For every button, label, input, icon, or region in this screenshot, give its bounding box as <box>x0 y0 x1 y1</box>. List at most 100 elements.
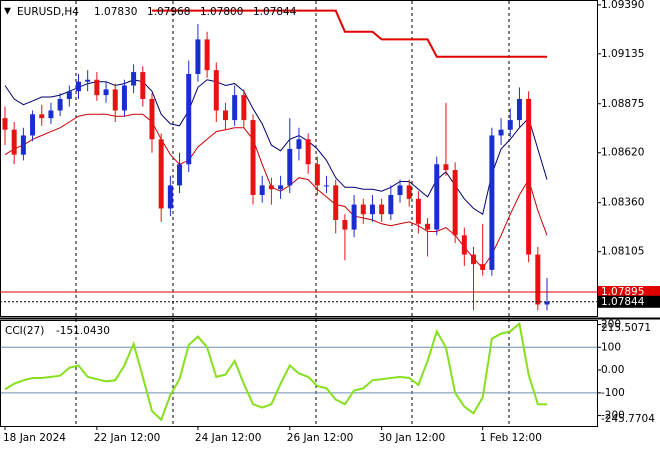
candle-body <box>177 164 183 186</box>
price-tag-label: 1.07895 <box>601 286 644 298</box>
symbol: EURUSD,H4 <box>17 6 79 18</box>
candle-body <box>333 185 339 220</box>
candle-body <box>516 98 522 121</box>
price-tag <box>598 295 660 308</box>
low-price: 1.07800 <box>200 6 243 18</box>
candle-body <box>149 98 155 140</box>
x-tick-label: 24 Jan 12:00 <box>195 432 261 444</box>
candle-body <box>443 164 449 171</box>
candle-body <box>103 89 109 96</box>
x-tick-label: 1 Feb 12:00 <box>480 432 542 444</box>
indicator-value: -151.0430 <box>56 325 110 337</box>
candle-body <box>94 79 100 96</box>
candle-body <box>167 185 173 209</box>
y-tick-label: 1.09390 <box>601 0 644 11</box>
candle-body <box>75 81 81 92</box>
y-tick-label: -100 <box>601 387 625 399</box>
y-tick-label: 1.09135 <box>601 48 644 60</box>
axis-max-label: 215.5071 <box>601 322 651 334</box>
candle-body <box>250 120 256 195</box>
x-tick-label: 26 Jan 12:00 <box>287 432 353 444</box>
candle-body <box>232 95 238 121</box>
indicator-line <box>4 321 548 422</box>
candle-body <box>158 139 164 209</box>
candle-body <box>287 148 293 186</box>
indicator-header: CCI(27) -151.0430 <box>5 325 110 337</box>
candle-body <box>544 301 550 305</box>
candle-body <box>112 89 118 111</box>
candle-body <box>121 85 127 111</box>
candle-body <box>379 204 385 215</box>
candle-body <box>498 129 504 136</box>
candle-body <box>305 139 311 165</box>
candle-body <box>452 170 458 236</box>
indicator-title: CCI(27) <box>5 325 44 337</box>
candle-body <box>388 194 394 215</box>
candle-body <box>351 204 357 230</box>
candle-body <box>186 73 192 165</box>
candle-body <box>20 135 26 155</box>
candle-body <box>296 139 302 149</box>
close-price: 1.07844 <box>253 6 297 18</box>
candle-body <box>434 164 440 230</box>
main-frame <box>0 0 598 317</box>
y-tick-label: 100 <box>601 341 621 353</box>
candle-body <box>471 254 477 265</box>
candle-body <box>11 129 17 155</box>
axis-min-label: -245.7704 <box>601 413 655 425</box>
candle-body <box>268 185 274 190</box>
candle-body <box>39 114 45 119</box>
candle-body <box>278 185 284 190</box>
candle-body <box>2 118 8 130</box>
overlay-line <box>152 9 547 58</box>
candle-body <box>535 254 541 305</box>
candle-body <box>66 91 72 99</box>
x-tick-label: 30 Jan 12:00 <box>379 432 445 444</box>
indicator-frame <box>0 320 598 427</box>
overlay-line <box>4 113 548 269</box>
x-tick-label: 18 Jan 2024 <box>3 432 66 444</box>
open-price: 1.07830 <box>94 6 137 18</box>
y-tick-label: 200 <box>601 319 621 331</box>
candle-body <box>397 185 403 195</box>
candle-body <box>360 204 366 215</box>
chart-header: ▼ EURUSD,H4 1.07830 1.07968 1.07800 1.07… <box>4 6 297 18</box>
y-tick-label: 0.00 <box>601 364 624 376</box>
y-tick-label: 1.08875 <box>601 98 644 110</box>
candle-body <box>195 39 201 74</box>
candle-body <box>507 120 513 130</box>
candle-body <box>48 110 54 119</box>
candle-body <box>222 110 228 121</box>
candle-body <box>213 70 219 111</box>
candle-body <box>85 79 91 82</box>
candle-body <box>204 39 210 71</box>
x-tick-label: 22 Jan 12:00 <box>94 432 160 444</box>
y-tick-label: 1.08620 <box>601 147 644 159</box>
y-tick-label: 1.08360 <box>601 197 644 209</box>
candle-body <box>342 219 348 230</box>
candle-body <box>425 223 431 230</box>
candle-body <box>489 135 495 270</box>
candle-body <box>526 98 532 255</box>
candle-body <box>415 198 421 224</box>
candle-body <box>369 204 375 215</box>
candle-body <box>241 95 247 121</box>
price-tag-label: 1.07844 <box>601 296 645 308</box>
candle-body <box>131 72 137 86</box>
y-tick-label: -200 <box>601 410 625 422</box>
candle-body <box>480 264 486 270</box>
candle-body <box>406 185 412 199</box>
candle-body <box>314 164 320 186</box>
plot <box>1 9 597 422</box>
menu-arrow: ▼ <box>4 7 11 17</box>
candle-body <box>259 185 265 195</box>
candle-body <box>57 98 63 111</box>
period-separators <box>75 1 510 426</box>
candle-body <box>140 72 146 99</box>
high-price: 1.07968 <box>147 6 190 18</box>
y-tick-label: 1.08105 <box>601 246 644 258</box>
candle-body <box>461 235 467 255</box>
